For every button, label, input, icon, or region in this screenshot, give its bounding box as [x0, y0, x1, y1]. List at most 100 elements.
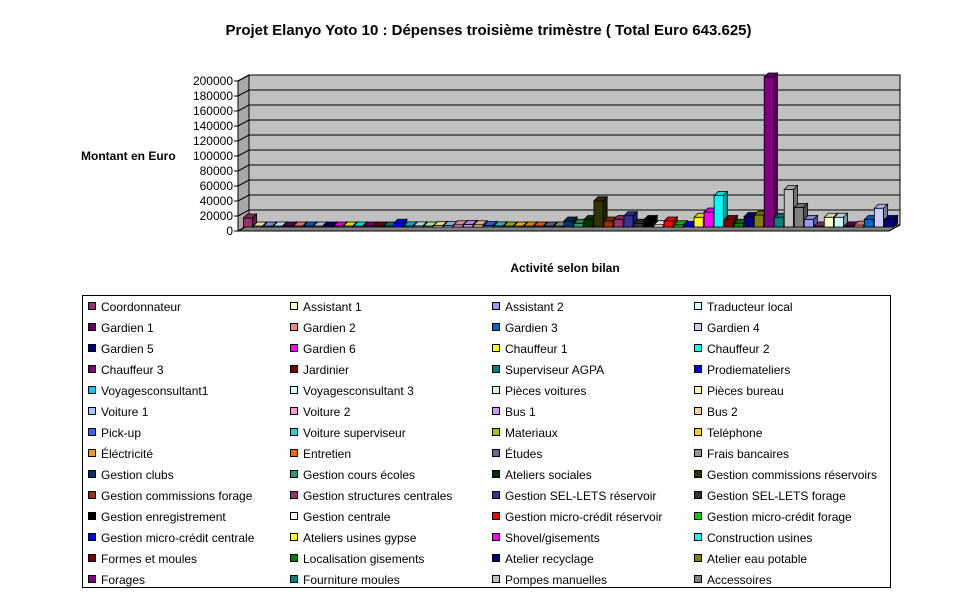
legend-label: Shovel/gisements [505, 531, 600, 545]
gridline [237, 194, 900, 202]
bar [883, 214, 899, 228]
y-tick-label: 160000 [193, 104, 233, 118]
legend-swatch [694, 512, 702, 520]
y-tick-label: 80000 [200, 164, 234, 178]
legend-label: Jardinier [303, 363, 350, 377]
legend-swatch [492, 512, 500, 520]
legend: Coordonnateur Assistant 1 Assistant 2 Tradu… [82, 295, 891, 588]
bar [562, 216, 579, 228]
bar-front [863, 219, 874, 228]
legend-swatch [492, 449, 500, 457]
gridline [237, 134, 900, 142]
bar-front [563, 220, 574, 228]
legend-swatch [492, 323, 500, 331]
legend-label: Chauffeur 3 [101, 363, 164, 377]
legend-label: Frais bancaires [707, 447, 790, 461]
legend-label: Entretien [303, 447, 352, 461]
legend-label: Formes et moules [101, 552, 198, 566]
legend-swatch [290, 323, 298, 331]
gridline [237, 164, 900, 172]
legend-label: Traducteur local [707, 300, 793, 314]
bar [422, 221, 438, 228]
legend-swatch [290, 365, 298, 373]
bar [492, 220, 508, 228]
legend-swatch [492, 407, 500, 415]
legend-swatch [88, 449, 96, 457]
legend-label: Localisation gisements [303, 552, 425, 566]
legend-label: Gestion structures centrales [303, 489, 453, 503]
legend-label: Gestion cours écoles [303, 468, 416, 482]
legend-label: Chauffeur 2 [707, 342, 770, 356]
legend-swatch [290, 302, 298, 310]
legend-label: Gestion centrale [303, 510, 391, 524]
legend-swatch [694, 386, 702, 394]
gridline [237, 104, 900, 112]
gridline [237, 89, 900, 97]
bar-front [603, 220, 614, 228]
gridline [237, 179, 900, 187]
legend-swatch [492, 533, 500, 541]
legend-swatch [492, 575, 500, 583]
legend-swatch [88, 533, 96, 541]
legend-swatch [290, 554, 298, 562]
legend-label: Gardien 3 [505, 321, 558, 335]
legend-label: Voyagesconsultant 3 [303, 384, 414, 398]
legend-label: Gestion micro-crédit centrale [101, 531, 255, 545]
legend-label: Bus 2 [707, 405, 738, 419]
legend-label: Assistant 2 [505, 300, 564, 314]
y-tick-label: 180000 [193, 89, 233, 103]
bar-front [643, 219, 654, 228]
legend-label: Gestion enregistrement [101, 510, 226, 524]
bar-front [783, 189, 794, 228]
legend-label: Pièces bureau [707, 384, 784, 398]
legend-label: Pick-up [101, 426, 142, 440]
legend-swatch [290, 470, 298, 478]
legend-label: Voyagesconsultant1 [101, 384, 209, 398]
bar-front [823, 216, 834, 228]
bar-front [833, 216, 844, 228]
legend-label: Études [505, 447, 543, 461]
y-axis-label: Montant en Euro [81, 149, 176, 163]
legend-swatch [88, 575, 96, 583]
legend-swatch [694, 365, 702, 373]
y-tick-label: 100000 [193, 149, 233, 163]
bar-front [593, 200, 604, 228]
bar [723, 214, 739, 228]
bar-front [243, 217, 254, 228]
legend-swatch [88, 428, 96, 436]
legend-swatch [88, 302, 96, 310]
legend-label: Coordonnateur [101, 300, 182, 314]
bar-front [713, 195, 724, 228]
legend-swatch [88, 323, 96, 331]
bar-chart: 0200004000060000800001000001200001400001… [193, 72, 901, 238]
legend-label: Ateliers usines gypse [303, 531, 417, 545]
legend-label: Gestion clubs [101, 468, 174, 482]
legend-label: Gardien 1 [101, 321, 154, 335]
legend-swatch [492, 428, 500, 436]
bars [242, 72, 899, 228]
legend-label: Voiture 2 [303, 405, 351, 419]
legend-label: Superviseur AGPA [505, 363, 605, 377]
legend-swatch [694, 575, 702, 583]
bar-front [693, 216, 704, 228]
legend-label: Chauffeur 1 [505, 342, 568, 356]
bar [763, 72, 779, 228]
legend-swatch [492, 365, 500, 373]
legend-swatch [88, 512, 96, 520]
bar-front [393, 222, 404, 228]
bar-front [733, 222, 744, 228]
bar-front [753, 214, 764, 228]
legend-label: Teléphone [707, 426, 763, 440]
y-tick-label: 20000 [200, 209, 234, 223]
legend-swatch [290, 491, 298, 499]
bar-front [613, 219, 624, 228]
legend-label: Voiture 1 [101, 405, 149, 419]
gridline [237, 119, 900, 127]
bar [522, 221, 539, 228]
gridline [237, 74, 900, 82]
legend-swatch [290, 512, 298, 520]
bar-front [773, 216, 784, 228]
legend-label: Gestion commissions forage [101, 489, 253, 503]
legend-label: Éléctricité [101, 447, 154, 461]
legend-label: Atelier eau potable [707, 552, 808, 566]
